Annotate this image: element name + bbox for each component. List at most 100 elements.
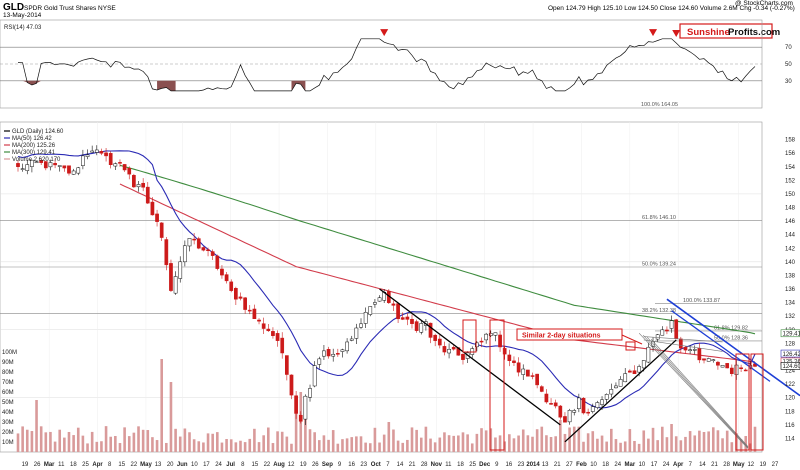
candle-body (567, 410, 572, 423)
candle-body (396, 303, 400, 320)
x-tick-label: 10 (590, 462, 597, 468)
price-flag (780, 349, 800, 358)
candle-body (660, 329, 665, 336)
volume-bar (665, 437, 669, 452)
volume-bar (313, 432, 316, 452)
similar-situations-box (516, 328, 623, 341)
volume-bar (234, 442, 238, 452)
volume-bar (378, 442, 381, 452)
candle-body (271, 331, 275, 336)
volume-bar (438, 437, 442, 452)
x-tick-label: 17 (651, 462, 658, 468)
volume-bar (146, 430, 150, 452)
x-tick-label: 14 (397, 462, 404, 468)
candle-body (688, 349, 692, 351)
candle-body (187, 238, 192, 247)
candle-body (331, 353, 336, 357)
volume-bar (104, 426, 108, 452)
candle-body (655, 334, 660, 340)
date: 13-May-2014 (3, 12, 42, 19)
candle-body (57, 165, 62, 167)
candle-body (530, 375, 535, 377)
candle-body (81, 155, 85, 166)
volume-bar (651, 427, 655, 452)
volume-bar (21, 426, 24, 452)
volume-bar (392, 429, 395, 452)
candle-body (71, 170, 76, 175)
volume-bar (350, 437, 354, 452)
candle-body (243, 297, 247, 310)
candle-body (614, 385, 618, 389)
highlight-box (625, 341, 636, 351)
candle-body (419, 323, 424, 333)
volume-bar (470, 443, 474, 452)
candle-body (391, 303, 396, 306)
candle-body (354, 327, 359, 339)
volume-tick-label: 50M (2, 400, 14, 406)
volume-bar (711, 427, 715, 452)
x-tick-label: 18 (602, 462, 609, 468)
candle-body (173, 276, 178, 294)
price-tick-label: 136 (785, 287, 796, 293)
volume-bar (165, 442, 168, 452)
x-tick-label: 28 (723, 462, 730, 468)
volume-bar (114, 435, 117, 452)
description: SPDR Gold Trust Shares NYSE (24, 5, 116, 12)
fib-label: 61.8% 146.10 (642, 215, 676, 221)
x-tick-label: 18 (70, 462, 77, 468)
volume-bar (160, 359, 163, 452)
highlight-box (735, 353, 750, 451)
candle-body (210, 251, 215, 256)
volume-bar (25, 429, 29, 452)
candle-body (108, 153, 113, 165)
volume-bar (461, 432, 465, 452)
volume-bar (396, 440, 400, 452)
legend-label: MA(200) 125.26 (12, 143, 56, 149)
price-tick-label: 120 (785, 396, 796, 402)
fib-label: 100.0% 133.87 (683, 298, 720, 304)
x-tick-label: 9 (495, 462, 499, 468)
volume-bar (336, 443, 340, 452)
highlight-box (750, 353, 764, 451)
x-tick-label: 11 (445, 462, 452, 468)
candle-body (252, 308, 257, 320)
volume-bar (406, 439, 409, 452)
volume-bar (178, 436, 182, 452)
volume-bar (508, 434, 511, 452)
fib-label: 50.0% 139.24 (642, 261, 676, 267)
volume-bar (610, 428, 613, 452)
volume-bar (118, 443, 122, 452)
volume-bar (582, 441, 585, 452)
volume-bar (535, 429, 539, 452)
rsi-arrow (672, 30, 681, 37)
candle-body (451, 347, 456, 350)
candle-body (669, 320, 674, 329)
volume-bar (155, 440, 159, 452)
candle-body (706, 358, 711, 362)
volume-bar (605, 441, 608, 452)
candle-body (192, 238, 196, 241)
candle-body (238, 296, 243, 299)
legend-label: Volume 2,620,170 (12, 157, 61, 163)
volume-bar (123, 427, 126, 452)
legend-label: GLD (Daily) 124.60 (12, 129, 64, 135)
legend-label: MA(50) 126.42 (12, 136, 52, 142)
volume-bar (749, 443, 752, 452)
volume-bar (480, 428, 483, 452)
rsi-arrow (649, 29, 658, 37)
candle-body (155, 213, 159, 222)
volume-bar (183, 428, 187, 452)
x-tick-label: Mar (625, 462, 636, 468)
candle-body (479, 340, 484, 343)
x-tick-label: 22 (131, 462, 138, 468)
price-tick-label: 144 (785, 233, 796, 239)
candle-body (609, 389, 614, 395)
volume-bar (586, 433, 590, 452)
volume-bar (433, 442, 437, 452)
x-tick-label: Nov (431, 462, 443, 468)
x-tick-label: 26 (34, 462, 41, 468)
volume-bar (225, 439, 228, 452)
projection-line (642, 334, 749, 449)
price-tick-label: 124 (785, 369, 796, 375)
candle-body (729, 367, 734, 374)
